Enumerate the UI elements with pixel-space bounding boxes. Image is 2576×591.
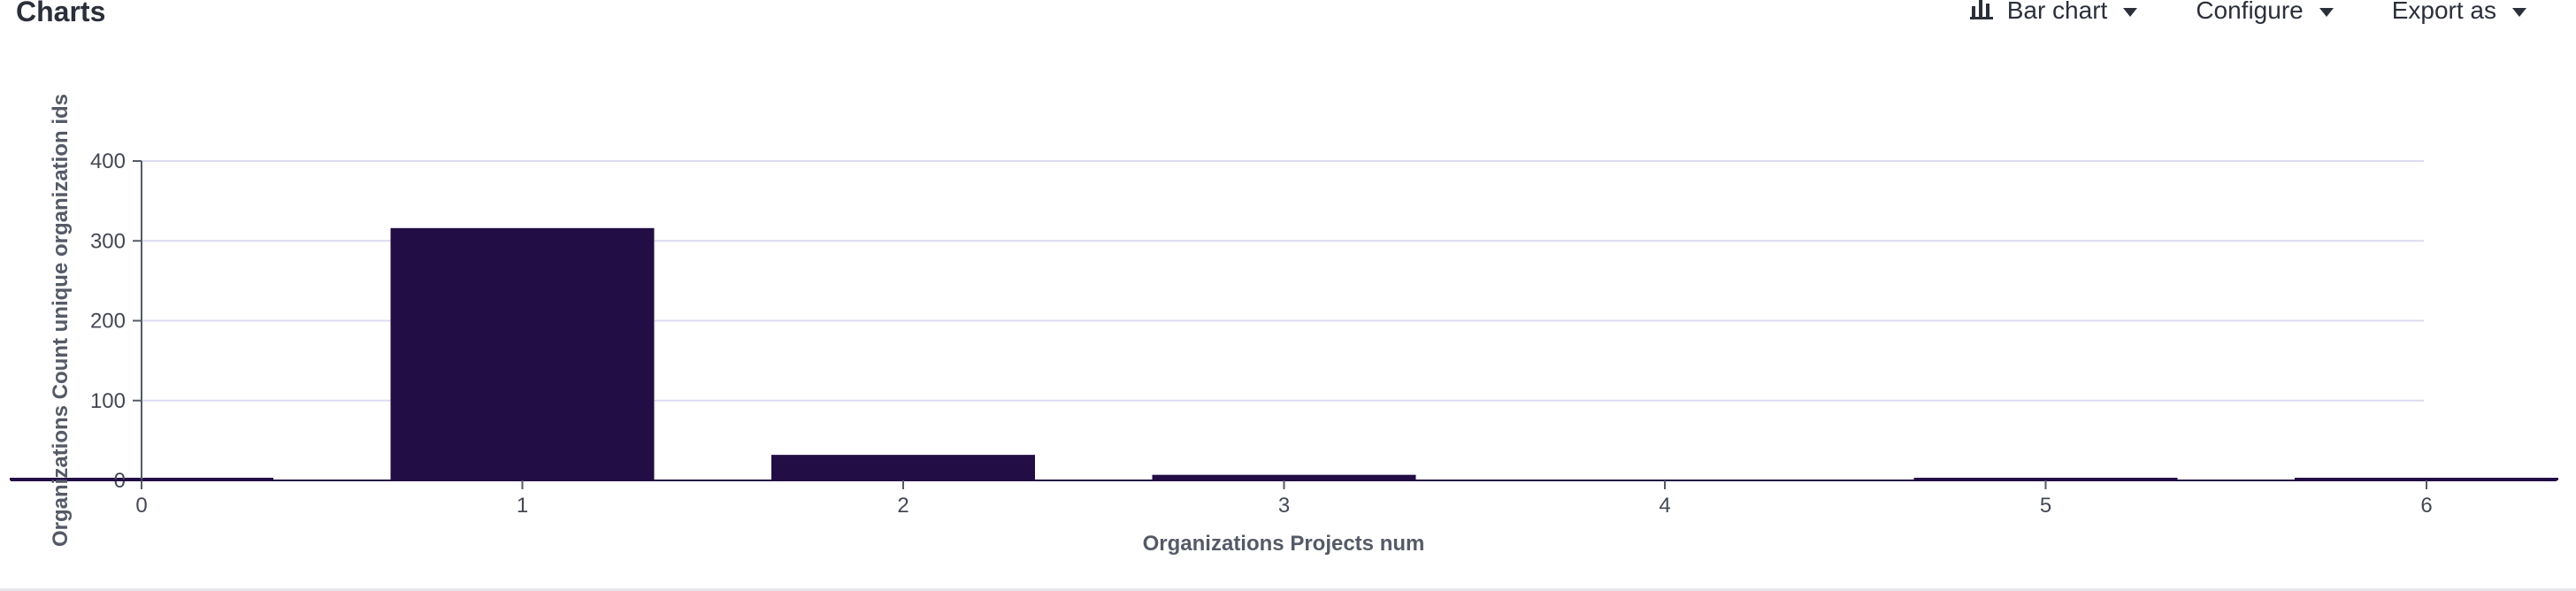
bar-3[interactable]	[1152, 474, 1416, 480]
caret-down-icon	[2123, 8, 2138, 17]
x-axis-title: Organizations Projects num	[1143, 532, 1425, 556]
y-tick-label: 300	[90, 229, 126, 253]
caret-down-icon	[2512, 8, 2526, 17]
x-tick-label: 3	[1278, 494, 1290, 518]
bar-2[interactable]	[771, 455, 1035, 480]
page-title: Charts	[16, 0, 106, 27]
bar-6[interactable]	[2295, 478, 2558, 480]
export-dropdown[interactable]: Export as	[2392, 0, 2526, 27]
bar-1[interactable]	[390, 227, 655, 480]
x-tick-label: 4	[1659, 494, 1670, 518]
y-tick-label: 400	[90, 150, 126, 173]
chart-toolbar: Bar chart Configure Export as	[1912, 0, 2526, 27]
y-tick-label: 100	[90, 389, 126, 413]
chart-type-label: Bar chart	[2006, 0, 2108, 24]
y-axis-title: Organizations Count unique organization …	[49, 94, 73, 547]
x-tick-label: 1	[517, 494, 528, 518]
export-label: Export as	[2391, 0, 2496, 24]
y-tick-label: 200	[90, 310, 126, 334]
chart-type-dropdown[interactable]: Bar chart	[1969, 0, 2138, 27]
configure-dropdown[interactable]: Configure	[2196, 0, 2334, 27]
x-tick-label: 2	[897, 494, 908, 518]
bar-chart-icon	[1969, 0, 1995, 27]
bar-5[interactable]	[1913, 478, 2178, 480]
x-tick-label: 6	[2420, 494, 2432, 518]
x-tick-label: 0	[135, 494, 147, 518]
configure-label: Configure	[2196, 0, 2304, 24]
x-tick-label: 5	[2040, 494, 2051, 518]
caret-down-icon	[2319, 8, 2334, 17]
